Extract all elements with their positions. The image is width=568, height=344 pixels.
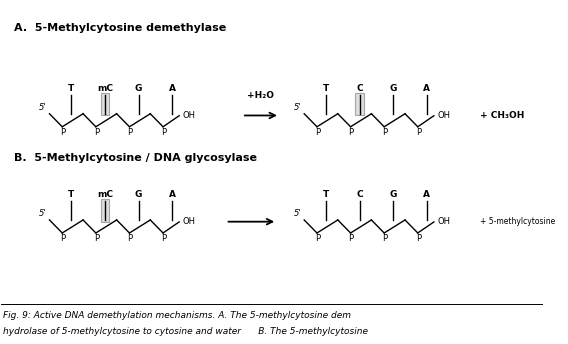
Bar [101, 93, 109, 116]
Text: P: P [60, 234, 65, 243]
Text: C: C [356, 191, 363, 200]
Text: mC: mC [97, 191, 113, 200]
Text: OH: OH [437, 110, 450, 119]
Text: + 5-methylcytosine: + 5-methylcytosine [481, 217, 556, 226]
Text: P: P [416, 128, 421, 137]
Text: P: P [382, 234, 387, 243]
Text: P: P [94, 128, 99, 137]
Text: P: P [127, 234, 132, 243]
Text: B.  5-Methylcytosine / DNA glycosylase: B. 5-Methylcytosine / DNA glycosylase [14, 153, 257, 163]
Text: A.  5-Methylcytosine demethylase: A. 5-Methylcytosine demethylase [14, 23, 227, 33]
Text: G: G [135, 84, 142, 93]
Text: hydrolase of 5-methylcytosine to cytosine and water      B. The 5-methylcytosine: hydrolase of 5-methylcytosine to cytosin… [3, 327, 369, 336]
Text: T: T [323, 84, 329, 93]
Text: T: T [323, 191, 329, 200]
Bar [356, 93, 364, 116]
Text: A: A [169, 84, 176, 93]
Text: P: P [315, 128, 320, 137]
Text: OH: OH [437, 217, 450, 226]
Text: 5': 5' [39, 209, 47, 218]
Text: Fig. 9: Active DNA demethylation mechanisms. A. The 5-methylcytosine dem: Fig. 9: Active DNA demethylation mechani… [3, 311, 352, 320]
Text: P: P [416, 234, 421, 243]
Text: P: P [161, 234, 166, 243]
Text: P: P [94, 234, 99, 243]
Text: A: A [423, 84, 431, 93]
Text: G: G [390, 191, 397, 200]
Text: A: A [423, 191, 431, 200]
Text: +H₂O: +H₂O [247, 91, 274, 100]
Text: OH: OH [182, 110, 195, 119]
Text: P: P [127, 128, 132, 137]
Text: 5': 5' [39, 103, 47, 112]
Text: P: P [60, 128, 65, 137]
Text: C: C [356, 84, 363, 93]
Text: T: T [68, 191, 74, 200]
Text: 5': 5' [294, 103, 302, 112]
Text: G: G [390, 84, 397, 93]
Bar [101, 200, 109, 222]
Text: A: A [169, 191, 176, 200]
Text: mC: mC [97, 84, 113, 93]
Text: OH: OH [182, 217, 195, 226]
Text: G: G [135, 191, 142, 200]
Text: P: P [349, 128, 354, 137]
Text: P: P [315, 234, 320, 243]
Text: 5': 5' [294, 209, 302, 218]
Text: + CH₃OH: + CH₃OH [481, 111, 525, 120]
Text: P: P [161, 128, 166, 137]
Text: T: T [68, 84, 74, 93]
Text: P: P [349, 234, 354, 243]
Text: P: P [382, 128, 387, 137]
